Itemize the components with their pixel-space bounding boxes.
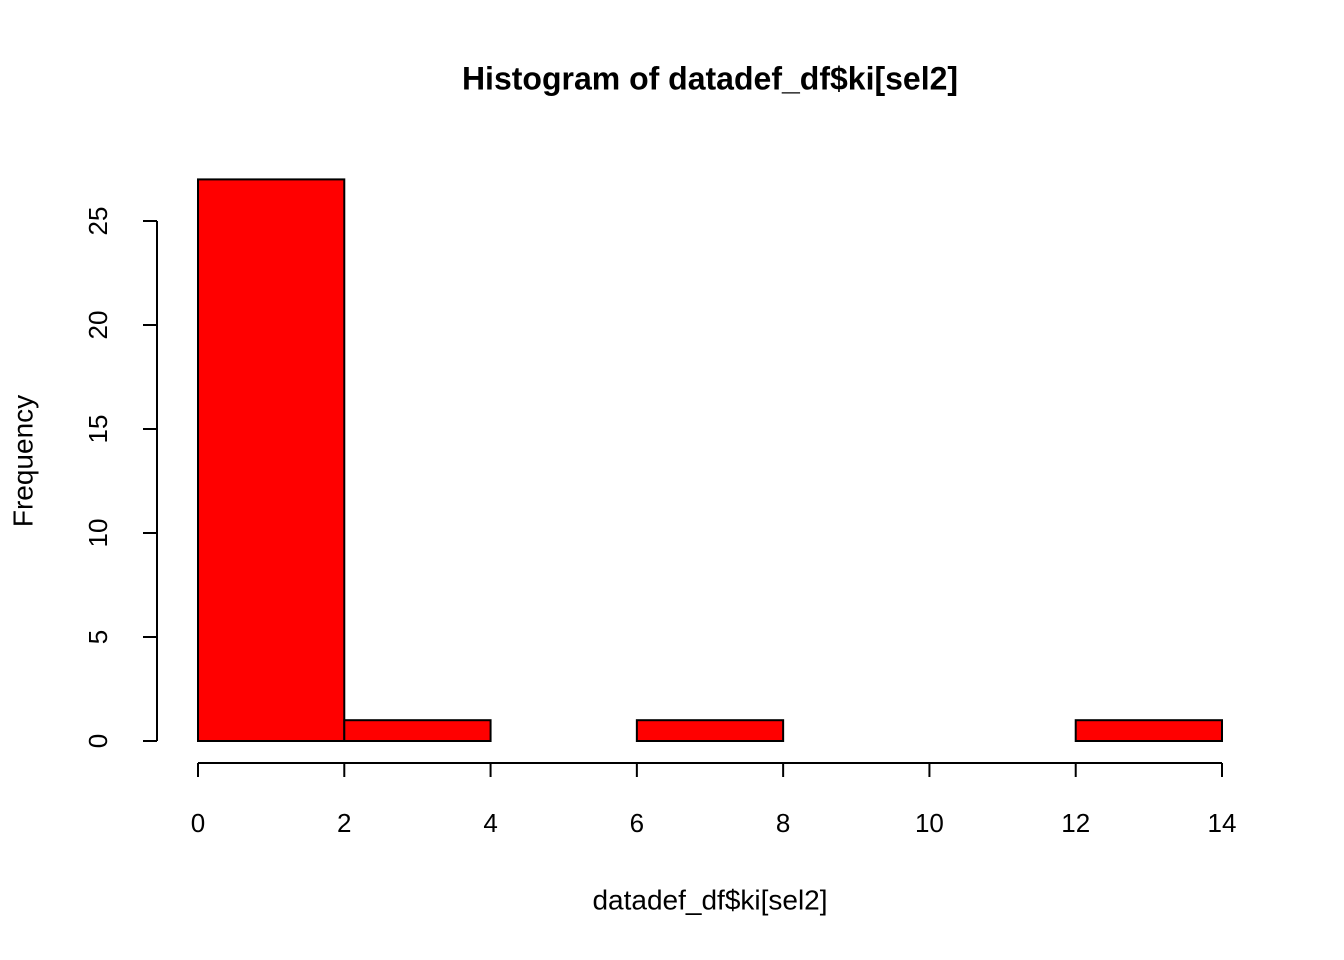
chart-title: Histogram of datadef_df$ki[sel2] <box>462 60 958 96</box>
x-tick-label: 6 <box>630 808 644 838</box>
bar <box>197 178 346 742</box>
y-tick-label: 5 <box>83 630 113 644</box>
y-tick-label: 15 <box>83 415 113 444</box>
bar <box>343 719 492 743</box>
x-axis-label: datadef_df$ki[sel2] <box>592 884 827 915</box>
x-tick-label: 0 <box>191 808 205 838</box>
bar <box>1074 719 1223 743</box>
y-tick-label: 0 <box>83 734 113 748</box>
x-tick-label: 12 <box>1061 808 1090 838</box>
y-tick-label: 20 <box>83 311 113 340</box>
y-tick-label: 25 <box>83 207 113 236</box>
x-tick-label: 14 <box>1208 808 1237 838</box>
bar <box>635 719 785 743</box>
x-tick-label: 4 <box>483 808 497 838</box>
x-tick-label: 10 <box>915 808 944 838</box>
y-tick-label: 10 <box>83 519 113 548</box>
x-tick-label: 8 <box>776 808 790 838</box>
x-tick-label: 2 <box>337 808 351 838</box>
y-axis-label: Frequency <box>7 395 38 527</box>
